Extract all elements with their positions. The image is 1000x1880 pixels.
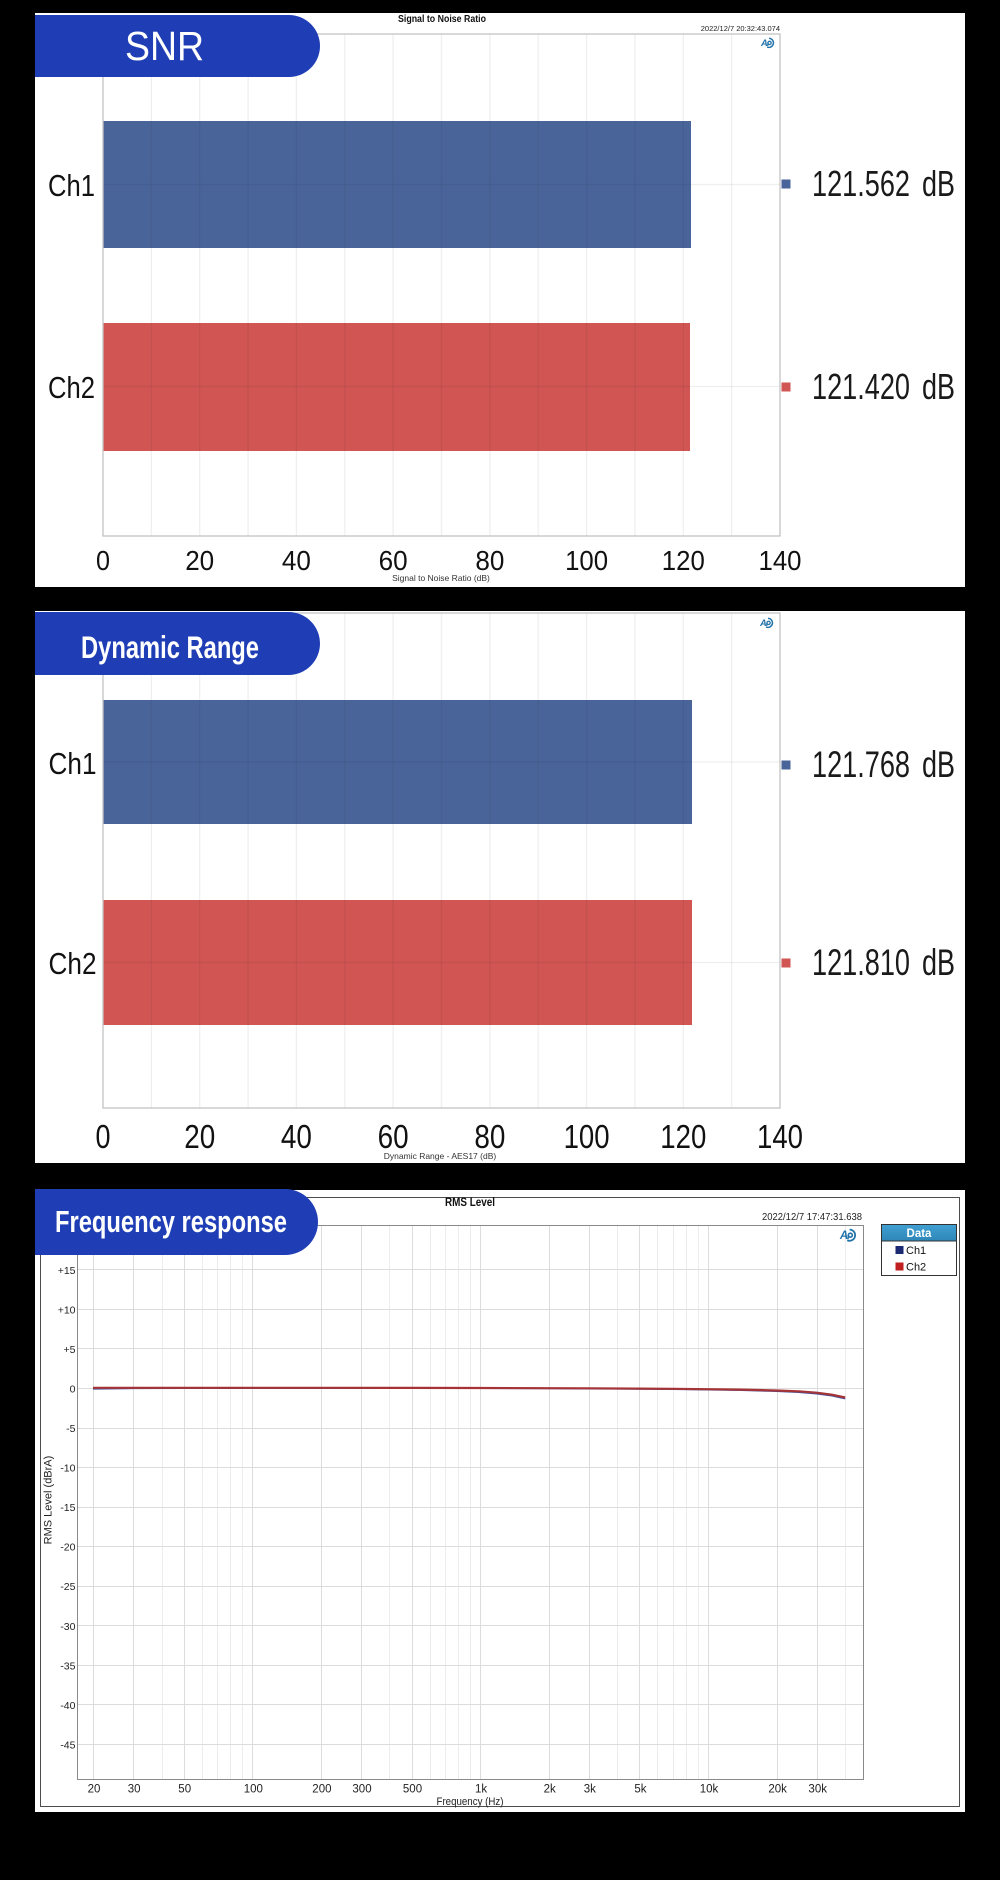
svg-text:140: 140 — [759, 545, 802, 576]
svg-text:SNR: SNR — [125, 23, 204, 69]
svg-text:Ch2: Ch2 — [49, 946, 97, 981]
svg-text:500: 500 — [403, 1784, 422, 1796]
svg-text:100: 100 — [565, 545, 608, 576]
svg-text:121.562: 121.562 — [812, 163, 910, 204]
svg-text:0: 0 — [70, 1384, 76, 1396]
svg-text:40: 40 — [281, 1119, 312, 1156]
svg-text:2k: 2k — [544, 1784, 556, 1796]
svg-text:140: 140 — [757, 1119, 803, 1156]
svg-text:Ch1: Ch1 — [49, 746, 97, 781]
svg-text:Ch2: Ch2 — [48, 370, 95, 405]
svg-text:-40: -40 — [60, 1700, 75, 1712]
svg-text:-20: -20 — [60, 1542, 75, 1554]
svg-text:+5: +5 — [64, 1344, 76, 1356]
svg-text:A: A — [839, 1230, 848, 1242]
svg-text:20: 20 — [184, 1119, 215, 1156]
svg-text:RMS Level: RMS Level — [445, 1195, 495, 1209]
svg-text:50: 50 — [178, 1784, 191, 1796]
svg-text:Dynamic Range: Dynamic Range — [81, 629, 259, 665]
svg-text:100: 100 — [564, 1119, 610, 1156]
svg-text:80: 80 — [474, 1119, 505, 1156]
svg-text:-15: -15 — [60, 1502, 75, 1514]
svg-text:60: 60 — [379, 545, 408, 576]
svg-text:0: 0 — [96, 545, 110, 576]
svg-text:121.768: 121.768 — [812, 744, 910, 785]
svg-text:+15: +15 — [58, 1265, 76, 1277]
svg-text:dB: dB — [922, 744, 955, 785]
svg-text:120: 120 — [660, 1119, 706, 1156]
svg-text:-10: -10 — [60, 1463, 75, 1475]
svg-text:-35: -35 — [60, 1660, 75, 1672]
svg-text:20: 20 — [88, 1784, 101, 1796]
svg-text:A: A — [759, 618, 767, 628]
svg-text:5k: 5k — [634, 1784, 646, 1796]
svg-text:-25: -25 — [60, 1581, 75, 1593]
svg-text:Dynamic Range - AES17 (dB): Dynamic Range - AES17 (dB) — [384, 1151, 497, 1161]
svg-text:+10: +10 — [58, 1304, 76, 1316]
svg-text:-30: -30 — [60, 1621, 75, 1633]
svg-text:-45: -45 — [60, 1740, 75, 1752]
svg-text:121.810: 121.810 — [812, 942, 910, 983]
svg-text:30k: 30k — [808, 1784, 827, 1796]
svg-text:Ch1: Ch1 — [48, 168, 95, 203]
svg-text:-5: -5 — [66, 1423, 75, 1435]
svg-text:Signal to Noise Ratio (dB): Signal to Noise Ratio (dB) — [392, 573, 490, 583]
svg-text:1k: 1k — [475, 1784, 487, 1796]
svg-text:3k: 3k — [584, 1784, 596, 1796]
svg-text:300: 300 — [352, 1784, 371, 1796]
svg-text:60: 60 — [378, 1119, 409, 1156]
svg-text:100: 100 — [244, 1784, 263, 1796]
svg-text:Ch2: Ch2 — [906, 1262, 926, 1274]
svg-text:dB: dB — [922, 942, 955, 983]
svg-text:30: 30 — [128, 1784, 141, 1796]
svg-text:Signal to Noise Ratio: Signal to Noise Ratio — [398, 14, 486, 25]
svg-text:20k: 20k — [768, 1784, 787, 1796]
svg-text:dB: dB — [922, 366, 955, 407]
svg-text:10k: 10k — [700, 1784, 719, 1796]
svg-text:dB: dB — [922, 163, 955, 204]
svg-text:2022/12/7 20:32:43.074: 2022/12/7 20:32:43.074 — [701, 24, 780, 33]
svg-text:A: A — [760, 38, 768, 48]
svg-text:120: 120 — [662, 545, 705, 576]
svg-text:121.420: 121.420 — [812, 366, 910, 407]
svg-text:20: 20 — [185, 545, 214, 576]
svg-text:RMS Level (dBrA): RMS Level (dBrA) — [43, 1456, 55, 1545]
svg-text:2022/12/7 17:47:31.638: 2022/12/7 17:47:31.638 — [762, 1211, 862, 1223]
svg-text:Frequency response: Frequency response — [55, 1205, 287, 1239]
svg-text:0: 0 — [96, 1119, 111, 1156]
svg-text:Ch1: Ch1 — [906, 1245, 926, 1257]
svg-text:Data: Data — [907, 1228, 933, 1240]
svg-text:Frequency (Hz): Frequency (Hz) — [437, 1796, 504, 1808]
svg-text:80: 80 — [475, 545, 504, 576]
svg-text:200: 200 — [312, 1784, 331, 1796]
svg-text:40: 40 — [282, 545, 311, 576]
